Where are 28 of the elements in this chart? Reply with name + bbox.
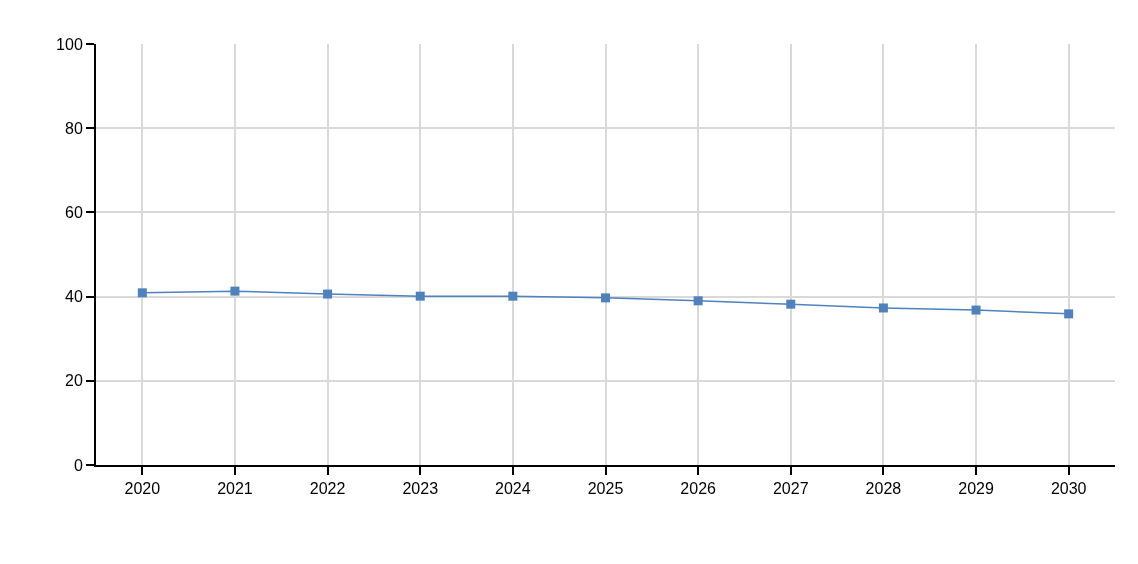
point — [786, 299, 796, 309]
x-tick-label: 2020 — [124, 480, 161, 498]
point — [415, 291, 425, 301]
x-tick-label: 2024 — [495, 480, 531, 498]
point — [1064, 309, 1074, 319]
x-tick-label: 2029 — [958, 480, 994, 498]
point — [693, 296, 703, 306]
point — [971, 305, 981, 315]
point — [137, 288, 147, 298]
x-tick-label: 2021 — [217, 480, 253, 498]
x-tick-label: 2025 — [587, 480, 624, 498]
point — [601, 293, 610, 303]
y-tick-label: 60 — [65, 204, 83, 221]
x-tick-label: 2026 — [680, 480, 717, 498]
point — [323, 289, 333, 299]
y-tick-label: 0 — [73, 456, 83, 474]
y-tick-label: 100 — [56, 35, 83, 53]
y-tick-label: 40 — [65, 288, 83, 306]
point — [508, 291, 518, 301]
point — [878, 303, 888, 313]
point — [230, 286, 240, 296]
y-tick-label: 20 — [65, 372, 83, 390]
x-tick-label: 2028 — [865, 480, 902, 498]
x-tick-label: 2030 — [1050, 480, 1087, 498]
x-tick-label: 2023 — [402, 480, 439, 498]
x-tick-label: 2022 — [309, 480, 346, 498]
x-tick-label: 2027 — [772, 480, 809, 498]
y-tick-label: 80 — [65, 119, 83, 137]
